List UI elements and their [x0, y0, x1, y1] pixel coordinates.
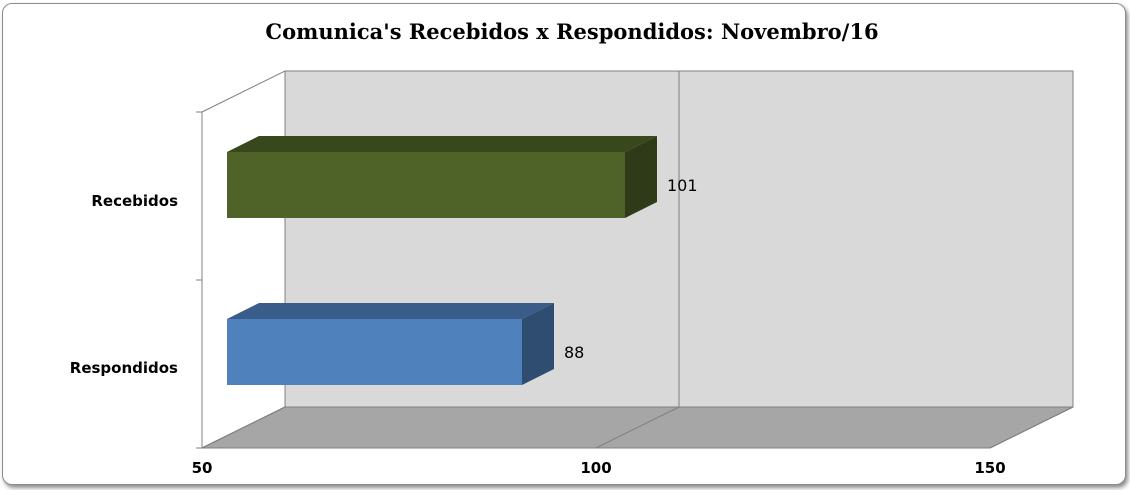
data-label: 101: [667, 176, 698, 195]
bar-top: [227, 303, 554, 319]
bar-respondidos: [227, 319, 522, 385]
bar-side: [522, 303, 554, 385]
side-wall: [201, 70, 286, 449]
labels: 50 100 150 101 Recebidos 88 Respondidos: [70, 176, 1006, 477]
floor-gridline: [989, 406, 1074, 449]
chart-title: Comunica's Recebidos x Respondidos: Nove…: [265, 19, 878, 44]
data-label: 88: [564, 343, 584, 362]
floor-gridline: [201, 406, 286, 449]
floor-gridline: [595, 406, 680, 449]
bar-side: [625, 136, 657, 218]
category-label: Respondidos: [70, 359, 178, 377]
x-tick-label: 100: [580, 459, 611, 477]
bars: [227, 136, 657, 385]
bar-recebidos: [227, 152, 625, 218]
x-tick-label: 150: [974, 459, 1005, 477]
gridlines: [196, 71, 1074, 449]
x-tick-label: 50: [192, 459, 213, 477]
chart-walls: [201, 70, 1074, 449]
category-label: Recebidos: [91, 192, 178, 210]
bar-top: [227, 136, 657, 152]
